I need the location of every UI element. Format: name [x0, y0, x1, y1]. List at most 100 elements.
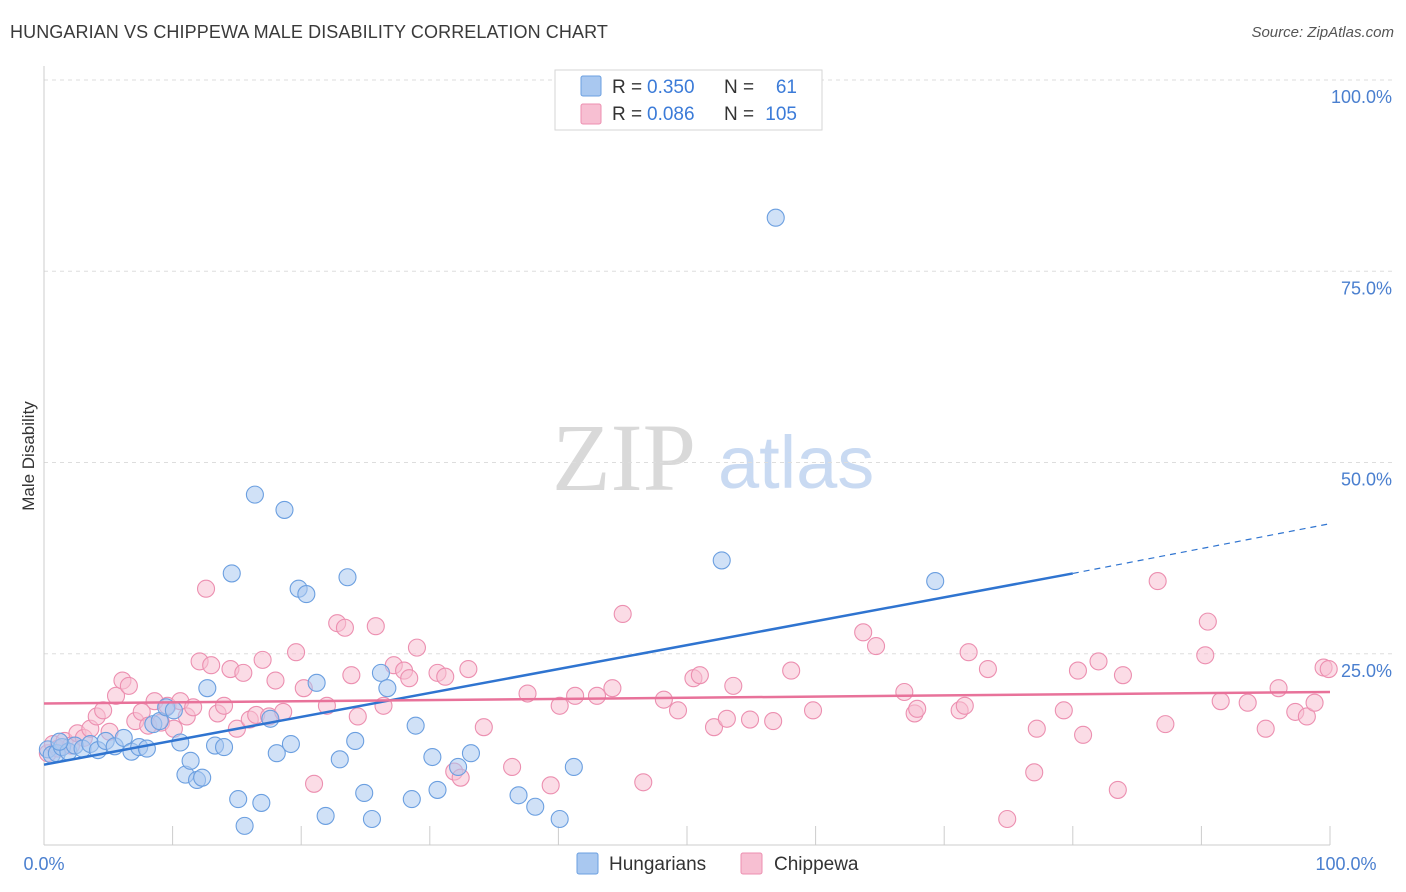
legend-r-label-chippewa: R = [612, 104, 642, 125]
hungarians-point-54 [526, 797, 545, 816]
hungarians-point-41 [338, 568, 357, 587]
chippewa-point-95 [1113, 666, 1133, 685]
hungarians-point-53 [509, 786, 528, 805]
bottom-legend-swatch-chippewa [740, 852, 763, 875]
hungarians-point-44 [362, 809, 381, 829]
hungarians-point-38 [307, 673, 326, 692]
chippewa-point-44 [342, 666, 361, 685]
hungarians-point-29 [235, 816, 254, 835]
chippewa-point-85 [959, 643, 978, 662]
chippewa-point-102 [1256, 719, 1275, 738]
hungarians-point-21 [181, 751, 200, 770]
chippewa-point-63 [587, 686, 607, 705]
chippewa-point-103 [1269, 679, 1288, 698]
chippewa-point-98 [1196, 646, 1215, 665]
trend-line-chippewa [43, 690, 1331, 705]
chippewa-point-89 [1027, 719, 1046, 738]
hungarians-point-23 [193, 768, 212, 787]
chippewa-point-87 [998, 809, 1017, 829]
legend-r-value-hungarians: 0.350 [647, 77, 695, 98]
series-hungarians-points [38, 208, 945, 835]
chippewa-point-56 [459, 659, 478, 679]
trend-line-hungarians-extension [1072, 523, 1331, 575]
bottom-legend-label-chippewa: Chippewa [774, 854, 859, 875]
series-chippewa-points [38, 572, 1338, 829]
chippewa-point-93 [1089, 652, 1108, 671]
chippewa-point-11 [106, 686, 126, 705]
y-tick-label-25: 25.0% [1341, 661, 1392, 681]
chippewa-point-61 [550, 696, 569, 715]
chippewa-point-53 [436, 667, 455, 686]
hungarians-point-48 [406, 716, 425, 735]
bottom-legend: Hungarians Chippewa [576, 852, 859, 875]
chippewa-point-73 [724, 676, 743, 695]
chippewa-point-62 [566, 686, 585, 705]
x-tick-label-max: 100.0% [1315, 854, 1376, 874]
chippewa-point-92 [1074, 725, 1093, 744]
hungarians-point-27 [222, 564, 241, 583]
trend-lines [43, 523, 1331, 766]
hungarians-point-60 [50, 732, 69, 751]
hungarians-point-33 [267, 744, 286, 763]
chippewa-point-26 [202, 656, 221, 675]
y-tick-label-50: 50.0% [1341, 470, 1392, 490]
chippewa-point-70 [690, 666, 709, 685]
hungarians-point-43 [355, 783, 374, 803]
hungarians-point-40 [330, 750, 349, 769]
chippewa-point-97 [1156, 715, 1175, 734]
chippewa-point-45 [348, 707, 367, 726]
chippewa-point-75 [764, 712, 783, 731]
legend-n-value-hungarians: 61 [776, 77, 797, 98]
hungarians-point-18 [164, 701, 183, 720]
hungarians-point-26 [214, 738, 234, 757]
y-tick-label-75: 75.0% [1341, 278, 1392, 298]
chippewa-point-13 [119, 676, 138, 695]
chippewa-point-74 [740, 710, 760, 729]
hungarians-point-24 [198, 679, 217, 698]
chippewa-point-86 [978, 659, 997, 679]
chippewa-point-94 [1108, 780, 1127, 799]
legend-r-label-hungarians: R = [612, 77, 642, 98]
chippewa-point-99 [1198, 612, 1217, 631]
chippewa-point-72 [717, 709, 736, 728]
hungarians-point-39 [316, 806, 335, 825]
hungarians-point-55 [550, 809, 569, 829]
hungarians-point-52 [461, 744, 481, 763]
chippewa-point-25 [196, 579, 216, 598]
chippewa-point-105 [1297, 707, 1316, 726]
chippewa-point-90 [1054, 701, 1073, 720]
hungarians-point-37 [297, 585, 316, 604]
chippewa-point-101 [1238, 693, 1257, 712]
legend-n-label-hungarians: N = [724, 77, 754, 98]
chippewa-point-71 [704, 718, 724, 737]
chippewa-point-38 [287, 643, 306, 662]
y-tick-label-100: 100.0% [1331, 87, 1392, 107]
legend-r-value-chippewa: 0.086 [647, 104, 695, 125]
hungarians-point-49 [423, 747, 442, 767]
chippewa-point-51 [407, 638, 426, 657]
chippewa-point-31 [234, 663, 253, 682]
legend-swatch-hungarians [580, 75, 602, 97]
hungarians-point-28 [229, 790, 248, 809]
trend-line-hungarians [43, 572, 1074, 766]
chippewa-point-84 [955, 696, 974, 715]
chippewa-point-34 [253, 650, 272, 669]
chippewa-point-91 [1068, 661, 1087, 680]
y-axis-label: Male Disability [19, 401, 38, 511]
chippewa-point-46 [366, 617, 385, 636]
chippewa-point-58 [503, 757, 522, 777]
hungarians-point-45 [371, 663, 390, 682]
hungarians-point-47 [402, 790, 421, 809]
chippewa-point-64 [603, 679, 622, 698]
chippewa-point-66 [634, 773, 653, 792]
watermark-zip: ZIP [552, 404, 696, 511]
chippewa-point-80 [895, 682, 914, 702]
bottom-legend-swatch-hungarians [576, 852, 599, 875]
chippewa-point-88 [1025, 763, 1044, 782]
x-axis-ticks [43, 826, 1331, 845]
chippewa-point-59 [518, 684, 537, 703]
chippewa-point-9 [94, 701, 113, 720]
bottom-legend-label-hungarians: Hungarians [609, 854, 706, 875]
hungarians-point-42 [346, 731, 365, 751]
